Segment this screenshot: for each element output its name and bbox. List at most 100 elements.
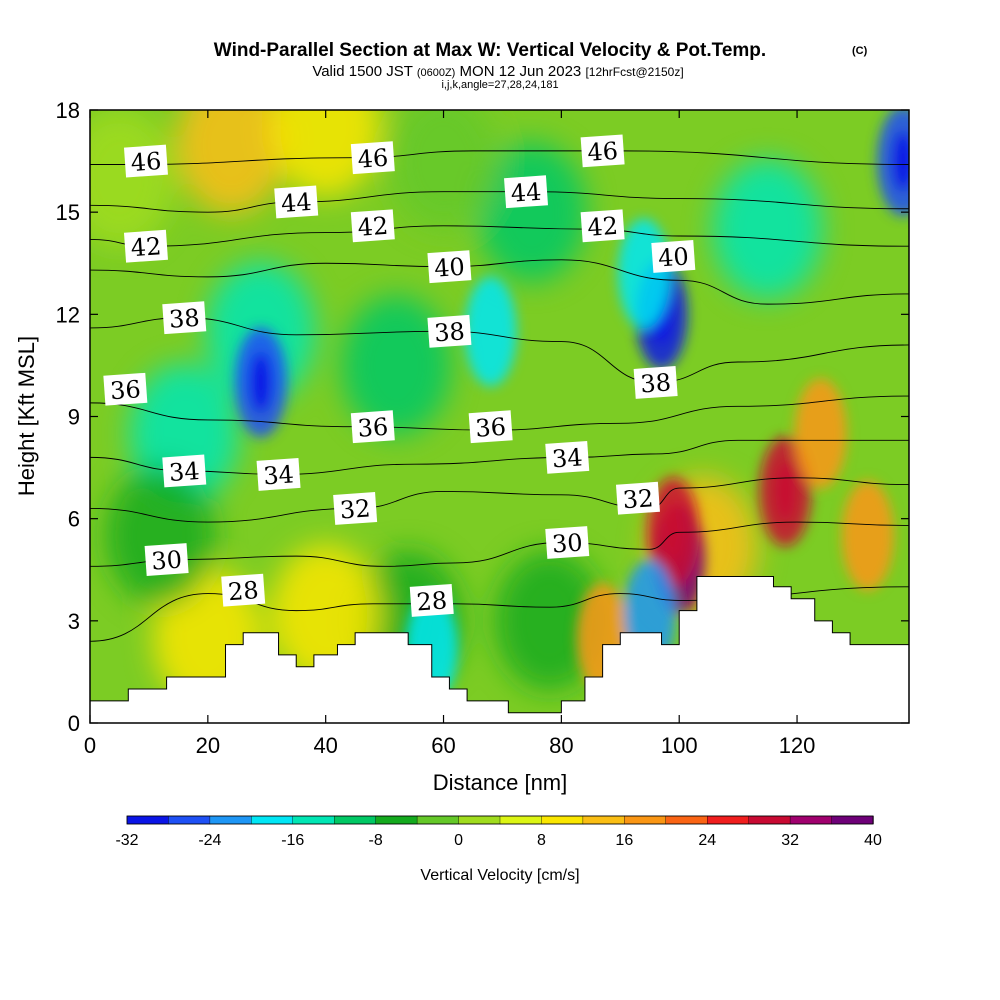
contour-label-text: 36 bbox=[357, 413, 389, 443]
contour-label-text: 44 bbox=[510, 178, 542, 208]
contour-label-text: 32 bbox=[622, 484, 654, 514]
colorbar-swatch bbox=[831, 815, 874, 825]
contour-label-text: 28 bbox=[227, 576, 259, 606]
colorbar-tick-label: 32 bbox=[781, 832, 799, 849]
contour-label-text: 40 bbox=[657, 242, 689, 272]
colorbar-tick-label: 24 bbox=[698, 832, 716, 849]
colorbar-tick-label: -16 bbox=[281, 832, 304, 849]
chart-title: Wind-Parallel Section at Max W: Vertical… bbox=[214, 40, 766, 61]
colorbar-tick-label: -32 bbox=[115, 832, 138, 849]
subtitle-date: MON 12 Jun 2023 bbox=[460, 63, 582, 80]
x-axis: 0 20 40 60 80 100 120 bbox=[84, 110, 816, 758]
plot-area: 46 46 46 44 44 42 42 42 40 40 38 38 38 36 36 36 34 34 34 32… bbox=[90, 110, 909, 723]
colorbar-swatch bbox=[375, 815, 418, 825]
contour-label-text: 30 bbox=[551, 528, 583, 558]
contour-label: 44 bbox=[274, 185, 319, 219]
colorbar-swatch bbox=[789, 815, 833, 825]
contour-label: 28 bbox=[409, 583, 454, 617]
contour-label-text: 46 bbox=[130, 147, 162, 177]
colorbar-swatch bbox=[334, 815, 377, 825]
y-tick-label: 3 bbox=[68, 609, 80, 634]
contour-label: 40 bbox=[651, 240, 696, 273]
contour-label: 38 bbox=[427, 314, 472, 348]
velocity-core bbox=[663, 502, 684, 563]
colorbar-swatch bbox=[541, 815, 584, 825]
contour-label: 36 bbox=[468, 410, 513, 444]
colorbar-swatch bbox=[416, 815, 460, 825]
x-tick-label: 100 bbox=[661, 733, 698, 758]
contour-label-text: 44 bbox=[280, 188, 312, 218]
contour-label: 34 bbox=[256, 457, 301, 491]
contour-label: 46 bbox=[350, 141, 395, 175]
contour-label-text: 38 bbox=[168, 304, 200, 334]
velocity-cell bbox=[464, 276, 517, 387]
colorbar-swatch bbox=[251, 815, 294, 825]
colorbar-swatch bbox=[499, 815, 543, 825]
contour-label: 38 bbox=[162, 301, 207, 335]
x-tick-label: 0 bbox=[84, 733, 96, 758]
colorbar-swatch bbox=[458, 815, 501, 825]
contour-label: 42 bbox=[123, 229, 168, 263]
x-tick-label: 120 bbox=[779, 733, 816, 758]
contour-label-text: 38 bbox=[639, 368, 671, 398]
velocity-cell bbox=[841, 480, 894, 591]
colorbar: -32 -24 -16 -8 0 8 16 24 32 40 bbox=[115, 815, 882, 849]
velocity-core bbox=[893, 131, 909, 192]
contour-label: 34 bbox=[545, 440, 590, 474]
colorbar-swatch bbox=[665, 815, 708, 825]
x-tick-label: 60 bbox=[431, 733, 455, 758]
contour-label: 32 bbox=[615, 481, 660, 515]
contour-label: 44 bbox=[504, 175, 549, 209]
contour-label: 42 bbox=[580, 209, 625, 243]
contour-label: 32 bbox=[333, 492, 378, 525]
contour-label-text: 46 bbox=[357, 144, 389, 174]
velocity-cell bbox=[388, 110, 499, 232]
theta-contour-42 bbox=[90, 225, 909, 247]
contour-label-text: 40 bbox=[433, 253, 465, 283]
colorbar-frame bbox=[126, 815, 874, 825]
theta-contour-44 bbox=[90, 191, 909, 213]
colorbar-swatch bbox=[624, 815, 667, 825]
colorbar-tick-label: -24 bbox=[198, 832, 221, 849]
velocity-cell bbox=[712, 159, 823, 300]
contour-label-text: 28 bbox=[416, 586, 448, 616]
velocity-cell bbox=[341, 295, 452, 436]
contour-label: 30 bbox=[545, 526, 590, 559]
contour-label-text: 42 bbox=[586, 212, 618, 242]
theta-contour-labels: 46 46 46 44 44 42 42 42 40 40 38 38 38 36 36 36 34 34 34 32… bbox=[103, 134, 696, 617]
velocity-cell bbox=[617, 218, 670, 329]
subtitle-forecast: [12hrFcst@2150z] bbox=[585, 65, 683, 79]
contour-label-text: 38 bbox=[433, 317, 465, 347]
y-tick-label: 15 bbox=[56, 200, 80, 225]
velocity-cell bbox=[176, 110, 287, 215]
y-tick-label: 18 bbox=[56, 98, 80, 123]
contour-label-text: 34 bbox=[168, 457, 200, 487]
colorbar-tick-label: 0 bbox=[454, 832, 463, 849]
y-axis-label: Height [Kft MSL] bbox=[14, 336, 39, 496]
velocity-core bbox=[250, 352, 271, 413]
contour-label: 40 bbox=[427, 250, 472, 284]
contour-label: 36 bbox=[350, 410, 395, 444]
contour-label: 42 bbox=[350, 209, 395, 243]
y-tick-label: 0 bbox=[68, 711, 80, 736]
x-tick-label: 40 bbox=[313, 733, 337, 758]
colorbar-swatch bbox=[748, 815, 791, 825]
contour-label-text: 32 bbox=[339, 494, 371, 524]
terrain-mask bbox=[90, 576, 909, 723]
contour-label: 34 bbox=[162, 454, 207, 488]
contour-label-text: 34 bbox=[551, 443, 583, 473]
contour-label-text: 30 bbox=[150, 545, 182, 575]
theta-contour-32 bbox=[90, 477, 909, 523]
colorbar-swatch bbox=[168, 815, 211, 825]
contour-label: 30 bbox=[144, 543, 189, 576]
y-tick-label: 6 bbox=[68, 507, 80, 532]
chart-subtitle: Valid 1500 JST (0600Z) MON 12 Jun 2023 [… bbox=[312, 63, 683, 80]
colorbar-tick-label: 8 bbox=[537, 832, 546, 849]
velocity-cell bbox=[794, 378, 847, 489]
x-tick-label: 20 bbox=[196, 733, 220, 758]
contour-label-text: 36 bbox=[475, 413, 507, 443]
contour-label: 36 bbox=[103, 372, 148, 406]
x-tick-label: 80 bbox=[549, 733, 573, 758]
